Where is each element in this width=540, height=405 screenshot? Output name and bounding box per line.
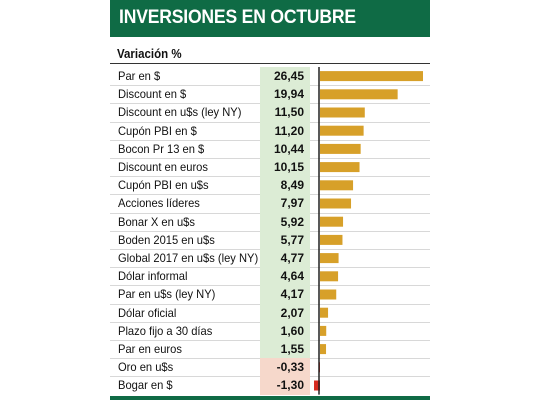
data-label: 1,60: [280, 323, 304, 338]
title-bar: INVERSIONES EN OCTUBRE: [110, 0, 430, 37]
category-label: Dólar informal: [118, 269, 188, 284]
positive-bar: [320, 325, 327, 336]
data-label: 5,77: [280, 232, 304, 247]
subtitle-divider: [110, 63, 430, 64]
value-cell: 7,97: [260, 194, 310, 213]
positive-bar: [320, 253, 339, 264]
value-cell: -0,33: [260, 358, 310, 377]
positive-bar: [320, 143, 361, 154]
data-label: 11,50: [274, 105, 304, 120]
value-cell: 5,77: [260, 230, 310, 249]
category-label: Boden 2015 en u$s: [118, 232, 215, 247]
value-cell: 10,44: [260, 139, 310, 158]
positive-bar: [320, 271, 339, 282]
value-cell: 11,50: [260, 103, 310, 122]
positive-bar: [320, 307, 329, 318]
positive-bar: [320, 89, 398, 100]
category-label: Acciones líderes: [118, 196, 200, 211]
data-label: 4,77: [280, 251, 304, 265]
value-cell: 4,64: [260, 267, 310, 286]
category-label: Plazo fijo a 30 días: [118, 323, 213, 338]
positive-bar: [320, 162, 360, 173]
data-label: -0,33: [276, 360, 304, 375]
chart-card: INVERSIONES EN OCTUBRE Variación % 26,45…: [110, 0, 430, 405]
category-label: Par en $: [118, 69, 161, 83]
positive-bar: [320, 125, 364, 136]
positive-bar: [320, 216, 344, 227]
positive-bar: [320, 180, 354, 191]
category-label: Bogar en $: [118, 378, 173, 393]
data-label: -1,30: [276, 378, 304, 393]
value-cell: 1,60: [260, 321, 310, 340]
category-label: Par en euros: [118, 342, 182, 356]
positive-bar: [320, 71, 423, 82]
positive-bar: [320, 234, 343, 245]
category-label: Oro en u$s: [118, 360, 174, 375]
value-cell: 4,17: [260, 285, 310, 304]
value-cell: 1,55: [260, 340, 310, 359]
bar-chart: [314, 67, 423, 395]
value-cell: 10,15: [260, 158, 310, 177]
data-label: 19,94: [273, 87, 304, 102]
bottom-bar: [110, 396, 430, 400]
value-cell: 2,07: [260, 303, 310, 322]
positive-bar: [320, 344, 327, 355]
data-label: 4,64: [280, 269, 304, 284]
data-label: 2,07: [280, 305, 304, 320]
category-label: Par en u$s (ley NY): [118, 287, 216, 302]
data-label: 4,17: [280, 287, 304, 302]
positive-bar: [320, 107, 365, 118]
category-label: Dólar oficial: [118, 305, 177, 320]
data-label: 1,55: [280, 342, 304, 356]
value-cell: 26,45: [260, 67, 310, 86]
category-label: Global 2017 en u$s (ley NY): [118, 251, 259, 265]
category-label: Discount en u$s (ley NY): [118, 105, 242, 120]
chart-title: INVERSIONES EN OCTUBRE: [119, 6, 356, 28]
value-cell: 5,92: [260, 212, 310, 231]
category-label: Cupón PBI en $: [118, 123, 197, 138]
category-label: Discount en euros: [118, 160, 208, 174]
data-label: 11,20: [274, 123, 304, 138]
negative-bar: [314, 380, 320, 391]
data-label: 10,44: [273, 141, 304, 156]
positive-bar: [320, 198, 352, 209]
data-label: 26,45: [273, 69, 304, 83]
value-cell: 19,94: [260, 85, 310, 104]
value-cell: 4,77: [260, 249, 310, 268]
category-label: Bocon Pr 13 en $: [118, 141, 205, 156]
category-label: Bonar X en u$s: [118, 214, 195, 229]
chart-subtitle: Variación %: [117, 47, 182, 61]
data-label: 7,97: [280, 196, 304, 211]
value-cell: 8,49: [260, 176, 310, 195]
data-label: 5,92: [280, 214, 304, 229]
category-label: Cupón PBI en u$s: [118, 178, 209, 193]
category-label: Discount en $: [118, 87, 187, 102]
value-cell: 11,20: [260, 121, 310, 140]
data-label: 10,15: [273, 160, 304, 174]
positive-bar: [320, 289, 337, 300]
value-cell: -1,30: [260, 376, 310, 395]
data-label: 8,49: [280, 178, 304, 193]
